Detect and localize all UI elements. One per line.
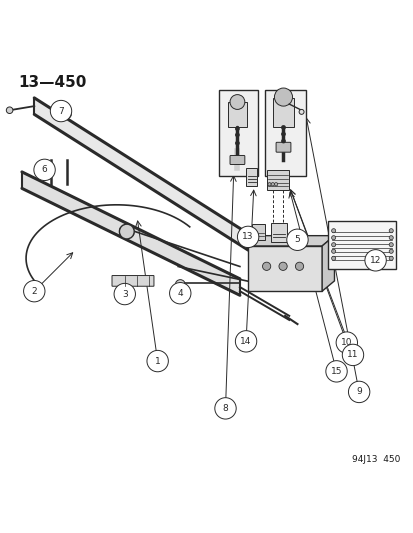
- Circle shape: [24, 280, 45, 302]
- Circle shape: [331, 229, 335, 233]
- Circle shape: [281, 140, 285, 143]
- Circle shape: [235, 330, 256, 352]
- Circle shape: [63, 110, 71, 118]
- Circle shape: [286, 229, 307, 251]
- Circle shape: [237, 226, 258, 248]
- Bar: [266, 170, 289, 190]
- FancyBboxPatch shape: [119, 228, 133, 235]
- Circle shape: [169, 282, 190, 304]
- FancyBboxPatch shape: [112, 276, 154, 286]
- FancyBboxPatch shape: [230, 156, 244, 165]
- Circle shape: [147, 350, 168, 372]
- Text: 10: 10: [340, 338, 352, 347]
- Bar: [328, 221, 395, 269]
- Text: 6: 6: [42, 165, 47, 174]
- Circle shape: [34, 159, 55, 181]
- Circle shape: [331, 236, 335, 240]
- Circle shape: [235, 127, 238, 131]
- Circle shape: [348, 381, 369, 402]
- Bar: [272, 98, 294, 127]
- Bar: [270, 223, 287, 242]
- Text: 7: 7: [58, 107, 64, 116]
- Circle shape: [235, 141, 238, 145]
- Circle shape: [388, 256, 392, 260]
- Bar: [219, 90, 258, 176]
- Text: 2: 2: [31, 287, 37, 296]
- Circle shape: [388, 236, 392, 240]
- Text: 94J13  450: 94J13 450: [351, 455, 399, 464]
- Text: 3: 3: [121, 289, 127, 298]
- Circle shape: [364, 249, 385, 271]
- Circle shape: [271, 183, 274, 186]
- Circle shape: [388, 229, 392, 233]
- Bar: [227, 102, 247, 127]
- Text: 5: 5: [294, 235, 299, 244]
- Bar: [246, 168, 256, 187]
- Text: 14: 14: [240, 337, 251, 346]
- Circle shape: [331, 243, 335, 247]
- Circle shape: [331, 249, 335, 253]
- Circle shape: [281, 126, 285, 129]
- Circle shape: [230, 95, 244, 109]
- Bar: [247, 246, 321, 291]
- Circle shape: [114, 284, 135, 305]
- Circle shape: [214, 398, 236, 419]
- Circle shape: [342, 344, 363, 366]
- Circle shape: [335, 332, 357, 353]
- Text: 1: 1: [154, 357, 160, 366]
- Text: 11: 11: [347, 350, 358, 359]
- Polygon shape: [22, 172, 239, 295]
- Circle shape: [175, 280, 185, 289]
- Bar: [264, 90, 305, 176]
- Circle shape: [50, 100, 71, 122]
- Text: 9: 9: [356, 387, 361, 397]
- Circle shape: [281, 132, 285, 136]
- Circle shape: [325, 361, 347, 382]
- Circle shape: [6, 107, 13, 114]
- Polygon shape: [247, 236, 334, 246]
- Circle shape: [119, 224, 134, 239]
- Polygon shape: [34, 98, 247, 250]
- Text: 8: 8: [222, 404, 228, 413]
- Circle shape: [331, 256, 335, 260]
- Circle shape: [274, 183, 277, 186]
- Text: 12: 12: [369, 256, 380, 265]
- Circle shape: [278, 262, 287, 270]
- Circle shape: [274, 88, 292, 106]
- Text: 13: 13: [242, 232, 253, 241]
- Circle shape: [298, 109, 303, 115]
- Circle shape: [262, 262, 270, 270]
- Polygon shape: [321, 236, 334, 291]
- Text: 15: 15: [330, 367, 342, 376]
- Text: 4: 4: [177, 289, 183, 298]
- Circle shape: [295, 262, 303, 270]
- Bar: [252, 224, 265, 240]
- Text: 13—450: 13—450: [18, 75, 86, 90]
- Circle shape: [388, 249, 392, 253]
- Circle shape: [235, 133, 238, 136]
- Circle shape: [388, 243, 392, 247]
- Circle shape: [267, 183, 271, 186]
- FancyBboxPatch shape: [275, 142, 290, 152]
